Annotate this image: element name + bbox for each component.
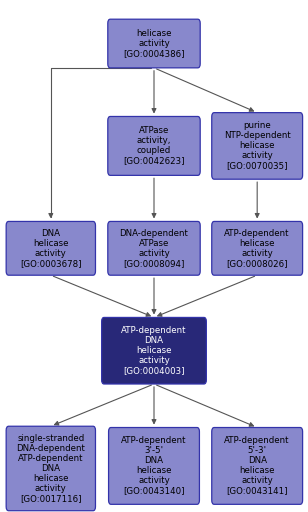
Text: ATP-dependent
5'-3'
DNA
helicase
activity
[GO:0043141]: ATP-dependent 5'-3' DNA helicase activit… — [225, 436, 290, 496]
Text: single-stranded
DNA-dependent
ATP-dependent
DNA
helicase
activity
[GO:0017116]: single-stranded DNA-dependent ATP-depend… — [16, 434, 85, 503]
Text: ATP-dependent
helicase
activity
[GO:0008026]: ATP-dependent helicase activity [GO:0008… — [225, 229, 290, 268]
FancyBboxPatch shape — [108, 221, 200, 275]
Text: DNA
helicase
activity
[GO:0003678]: DNA helicase activity [GO:0003678] — [20, 229, 82, 268]
Text: helicase
activity
[GO:0004386]: helicase activity [GO:0004386] — [123, 29, 185, 58]
Text: ATPase
activity,
coupled
[GO:0042623]: ATPase activity, coupled [GO:0042623] — [123, 126, 185, 165]
FancyBboxPatch shape — [108, 19, 200, 68]
Text: ATP-dependent
DNA
helicase
activity
[GO:0004003]: ATP-dependent DNA helicase activity [GO:… — [121, 326, 187, 375]
Text: purine
NTP-dependent
helicase
activity
[GO:0070035]: purine NTP-dependent helicase activity [… — [224, 121, 290, 170]
FancyBboxPatch shape — [6, 426, 95, 511]
FancyBboxPatch shape — [212, 113, 302, 179]
FancyBboxPatch shape — [108, 117, 200, 175]
FancyBboxPatch shape — [102, 317, 206, 384]
FancyBboxPatch shape — [212, 221, 302, 275]
FancyBboxPatch shape — [109, 428, 200, 504]
Text: DNA-dependent
ATPase
activity
[GO:0008094]: DNA-dependent ATPase activity [GO:000809… — [120, 229, 188, 268]
FancyBboxPatch shape — [6, 221, 95, 275]
Text: ATP-dependent
3'-5'
DNA
helicase
activity
[GO:0043140]: ATP-dependent 3'-5' DNA helicase activit… — [121, 436, 187, 496]
FancyBboxPatch shape — [212, 428, 302, 504]
